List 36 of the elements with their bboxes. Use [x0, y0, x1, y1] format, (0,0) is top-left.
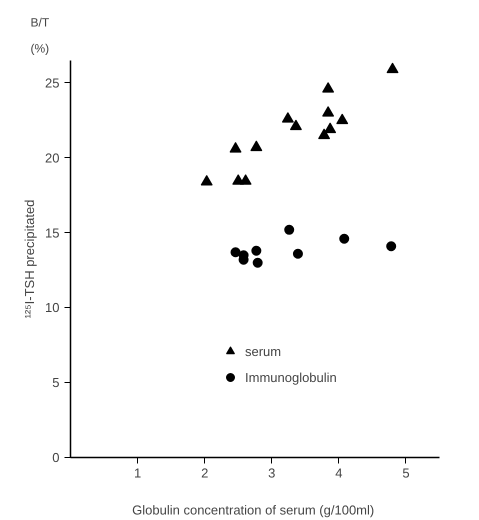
point	[336, 114, 348, 124]
legend-label: serum	[245, 344, 282, 358]
y-tick-label: 5	[52, 375, 60, 390]
y-tick-label: 10	[45, 300, 60, 316]
point	[292, 248, 303, 259]
point	[322, 82, 334, 93]
x-tick-label: 2	[201, 466, 208, 480]
point	[240, 174, 252, 185]
point	[386, 241, 396, 252]
y-tick-label: 15	[45, 225, 60, 240]
x-tick-label: 4	[335, 466, 342, 480]
x-tick-label: 3	[268, 466, 276, 480]
x-tick-label: 1	[134, 466, 142, 480]
point	[322, 106, 334, 117]
x-axis-title: Globulin concentration of serum (g/100ml)	[132, 502, 374, 518]
text: (%)	[30, 42, 50, 56]
point	[230, 142, 242, 153]
point	[251, 246, 262, 256]
legend-label: Immunoglobulin	[245, 370, 337, 384]
x-tick-label: 5	[402, 466, 410, 480]
point	[282, 112, 294, 123]
y-axis-title: ¹²⁵I-TSH precipitated	[22, 200, 38, 318]
point	[386, 62, 399, 74]
point	[200, 174, 213, 186]
y-tick-label: 0	[52, 450, 60, 465]
y-tick-label: 20	[45, 150, 60, 166]
point	[252, 258, 263, 268]
point	[290, 120, 302, 130]
text: B/T	[30, 16, 50, 30]
point	[250, 140, 262, 152]
point	[284, 224, 294, 235]
y-tick-label: 25	[45, 75, 60, 90]
point	[318, 128, 330, 140]
point	[230, 247, 241, 258]
point	[324, 122, 336, 134]
point	[339, 234, 350, 244]
